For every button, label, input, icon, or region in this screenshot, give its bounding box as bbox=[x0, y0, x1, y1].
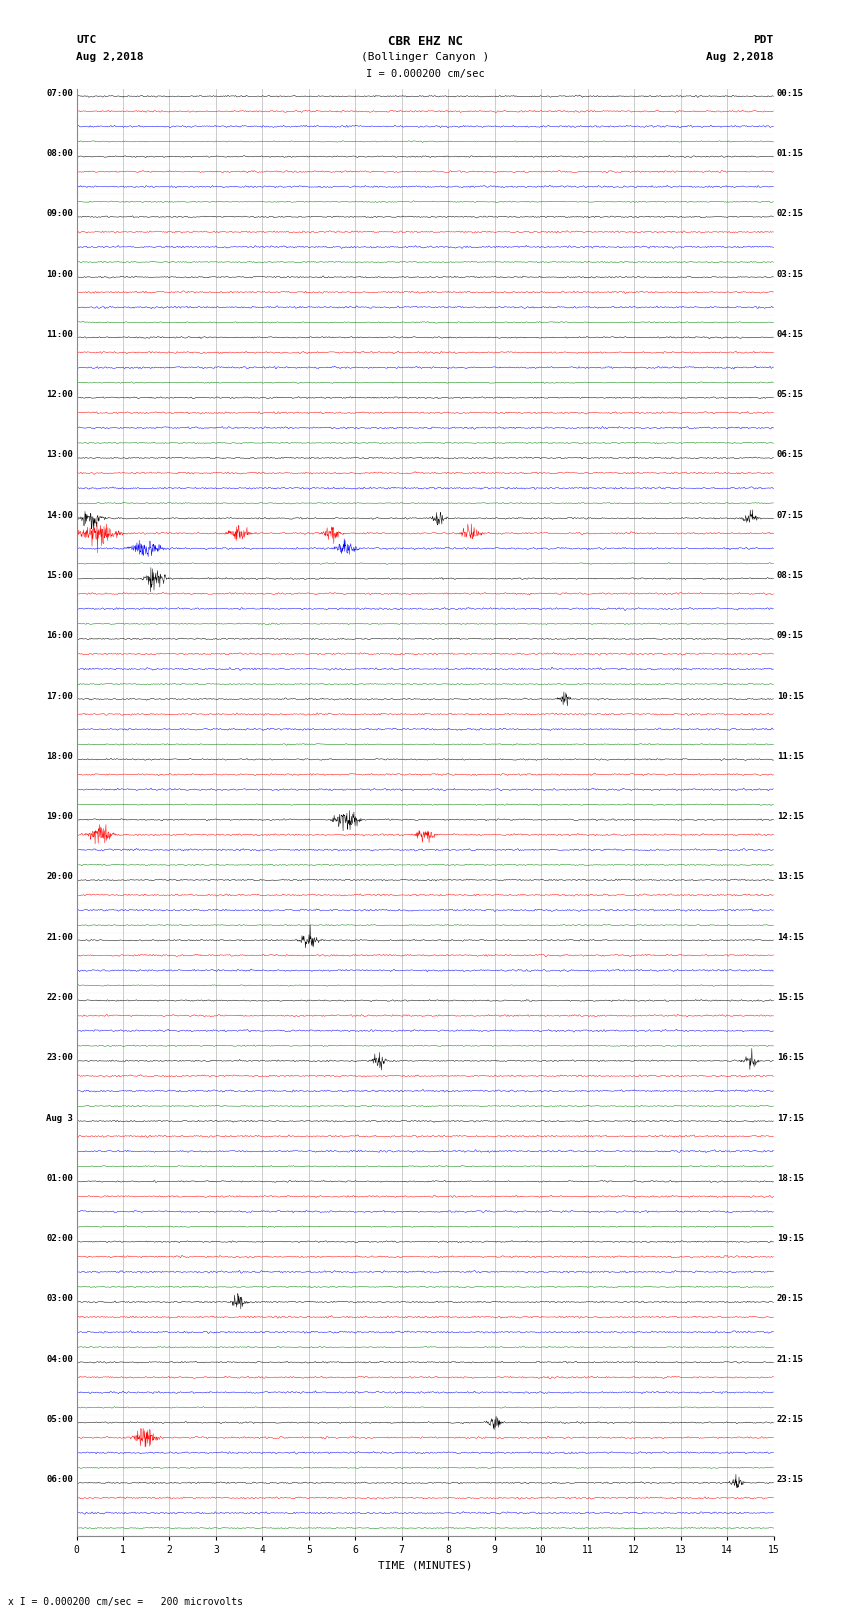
Text: 07:15: 07:15 bbox=[777, 511, 804, 519]
Text: 10:00: 10:00 bbox=[46, 269, 73, 279]
Text: CBR EHZ NC: CBR EHZ NC bbox=[388, 35, 462, 48]
Text: 05:00: 05:00 bbox=[46, 1415, 73, 1424]
Text: Aug 3: Aug 3 bbox=[46, 1113, 73, 1123]
Text: Aug 2,2018: Aug 2,2018 bbox=[76, 52, 144, 61]
Text: 16:15: 16:15 bbox=[777, 1053, 804, 1063]
Text: 16:00: 16:00 bbox=[46, 631, 73, 640]
Text: 01:15: 01:15 bbox=[777, 148, 804, 158]
Text: 17:00: 17:00 bbox=[46, 692, 73, 700]
Text: 13:00: 13:00 bbox=[46, 450, 73, 460]
Text: (Bollinger Canyon ): (Bollinger Canyon ) bbox=[361, 52, 489, 61]
Text: 09:00: 09:00 bbox=[46, 210, 73, 218]
Text: 07:00: 07:00 bbox=[46, 89, 73, 98]
Text: 19:15: 19:15 bbox=[777, 1234, 804, 1244]
Text: 11:00: 11:00 bbox=[46, 331, 73, 339]
Text: 12:15: 12:15 bbox=[777, 813, 804, 821]
Text: 15:00: 15:00 bbox=[46, 571, 73, 581]
Text: 14:15: 14:15 bbox=[777, 932, 804, 942]
Text: 21:00: 21:00 bbox=[46, 932, 73, 942]
X-axis label: TIME (MINUTES): TIME (MINUTES) bbox=[377, 1560, 473, 1569]
Text: 01:00: 01:00 bbox=[46, 1174, 73, 1182]
Text: x I = 0.000200 cm/sec =   200 microvolts: x I = 0.000200 cm/sec = 200 microvolts bbox=[8, 1597, 243, 1607]
Text: 23:00: 23:00 bbox=[46, 1053, 73, 1063]
Text: 03:00: 03:00 bbox=[46, 1294, 73, 1303]
Text: 02:00: 02:00 bbox=[46, 1234, 73, 1244]
Text: 19:00: 19:00 bbox=[46, 813, 73, 821]
Text: 22:15: 22:15 bbox=[777, 1415, 804, 1424]
Text: 13:15: 13:15 bbox=[777, 873, 804, 881]
Text: 04:15: 04:15 bbox=[777, 331, 804, 339]
Text: 15:15: 15:15 bbox=[777, 994, 804, 1002]
Text: 20:15: 20:15 bbox=[777, 1294, 804, 1303]
Text: 03:15: 03:15 bbox=[777, 269, 804, 279]
Text: 22:00: 22:00 bbox=[46, 994, 73, 1002]
Text: 09:15: 09:15 bbox=[777, 631, 804, 640]
Text: 17:15: 17:15 bbox=[777, 1113, 804, 1123]
Text: 23:15: 23:15 bbox=[777, 1476, 804, 1484]
Text: 21:15: 21:15 bbox=[777, 1355, 804, 1363]
Text: 06:15: 06:15 bbox=[777, 450, 804, 460]
Text: 02:15: 02:15 bbox=[777, 210, 804, 218]
Text: I = 0.000200 cm/sec: I = 0.000200 cm/sec bbox=[366, 69, 484, 79]
Text: 12:00: 12:00 bbox=[46, 390, 73, 398]
Text: 00:15: 00:15 bbox=[777, 89, 804, 98]
Text: 20:00: 20:00 bbox=[46, 873, 73, 881]
Text: 18:00: 18:00 bbox=[46, 752, 73, 761]
Text: 05:15: 05:15 bbox=[777, 390, 804, 398]
Text: 04:00: 04:00 bbox=[46, 1355, 73, 1363]
Text: 08:00: 08:00 bbox=[46, 148, 73, 158]
Text: 08:15: 08:15 bbox=[777, 571, 804, 581]
Text: PDT: PDT bbox=[753, 35, 774, 45]
Text: 14:00: 14:00 bbox=[46, 511, 73, 519]
Text: Aug 2,2018: Aug 2,2018 bbox=[706, 52, 774, 61]
Text: 11:15: 11:15 bbox=[777, 752, 804, 761]
Text: 10:15: 10:15 bbox=[777, 692, 804, 700]
Text: UTC: UTC bbox=[76, 35, 97, 45]
Text: 06:00: 06:00 bbox=[46, 1476, 73, 1484]
Text: 18:15: 18:15 bbox=[777, 1174, 804, 1182]
